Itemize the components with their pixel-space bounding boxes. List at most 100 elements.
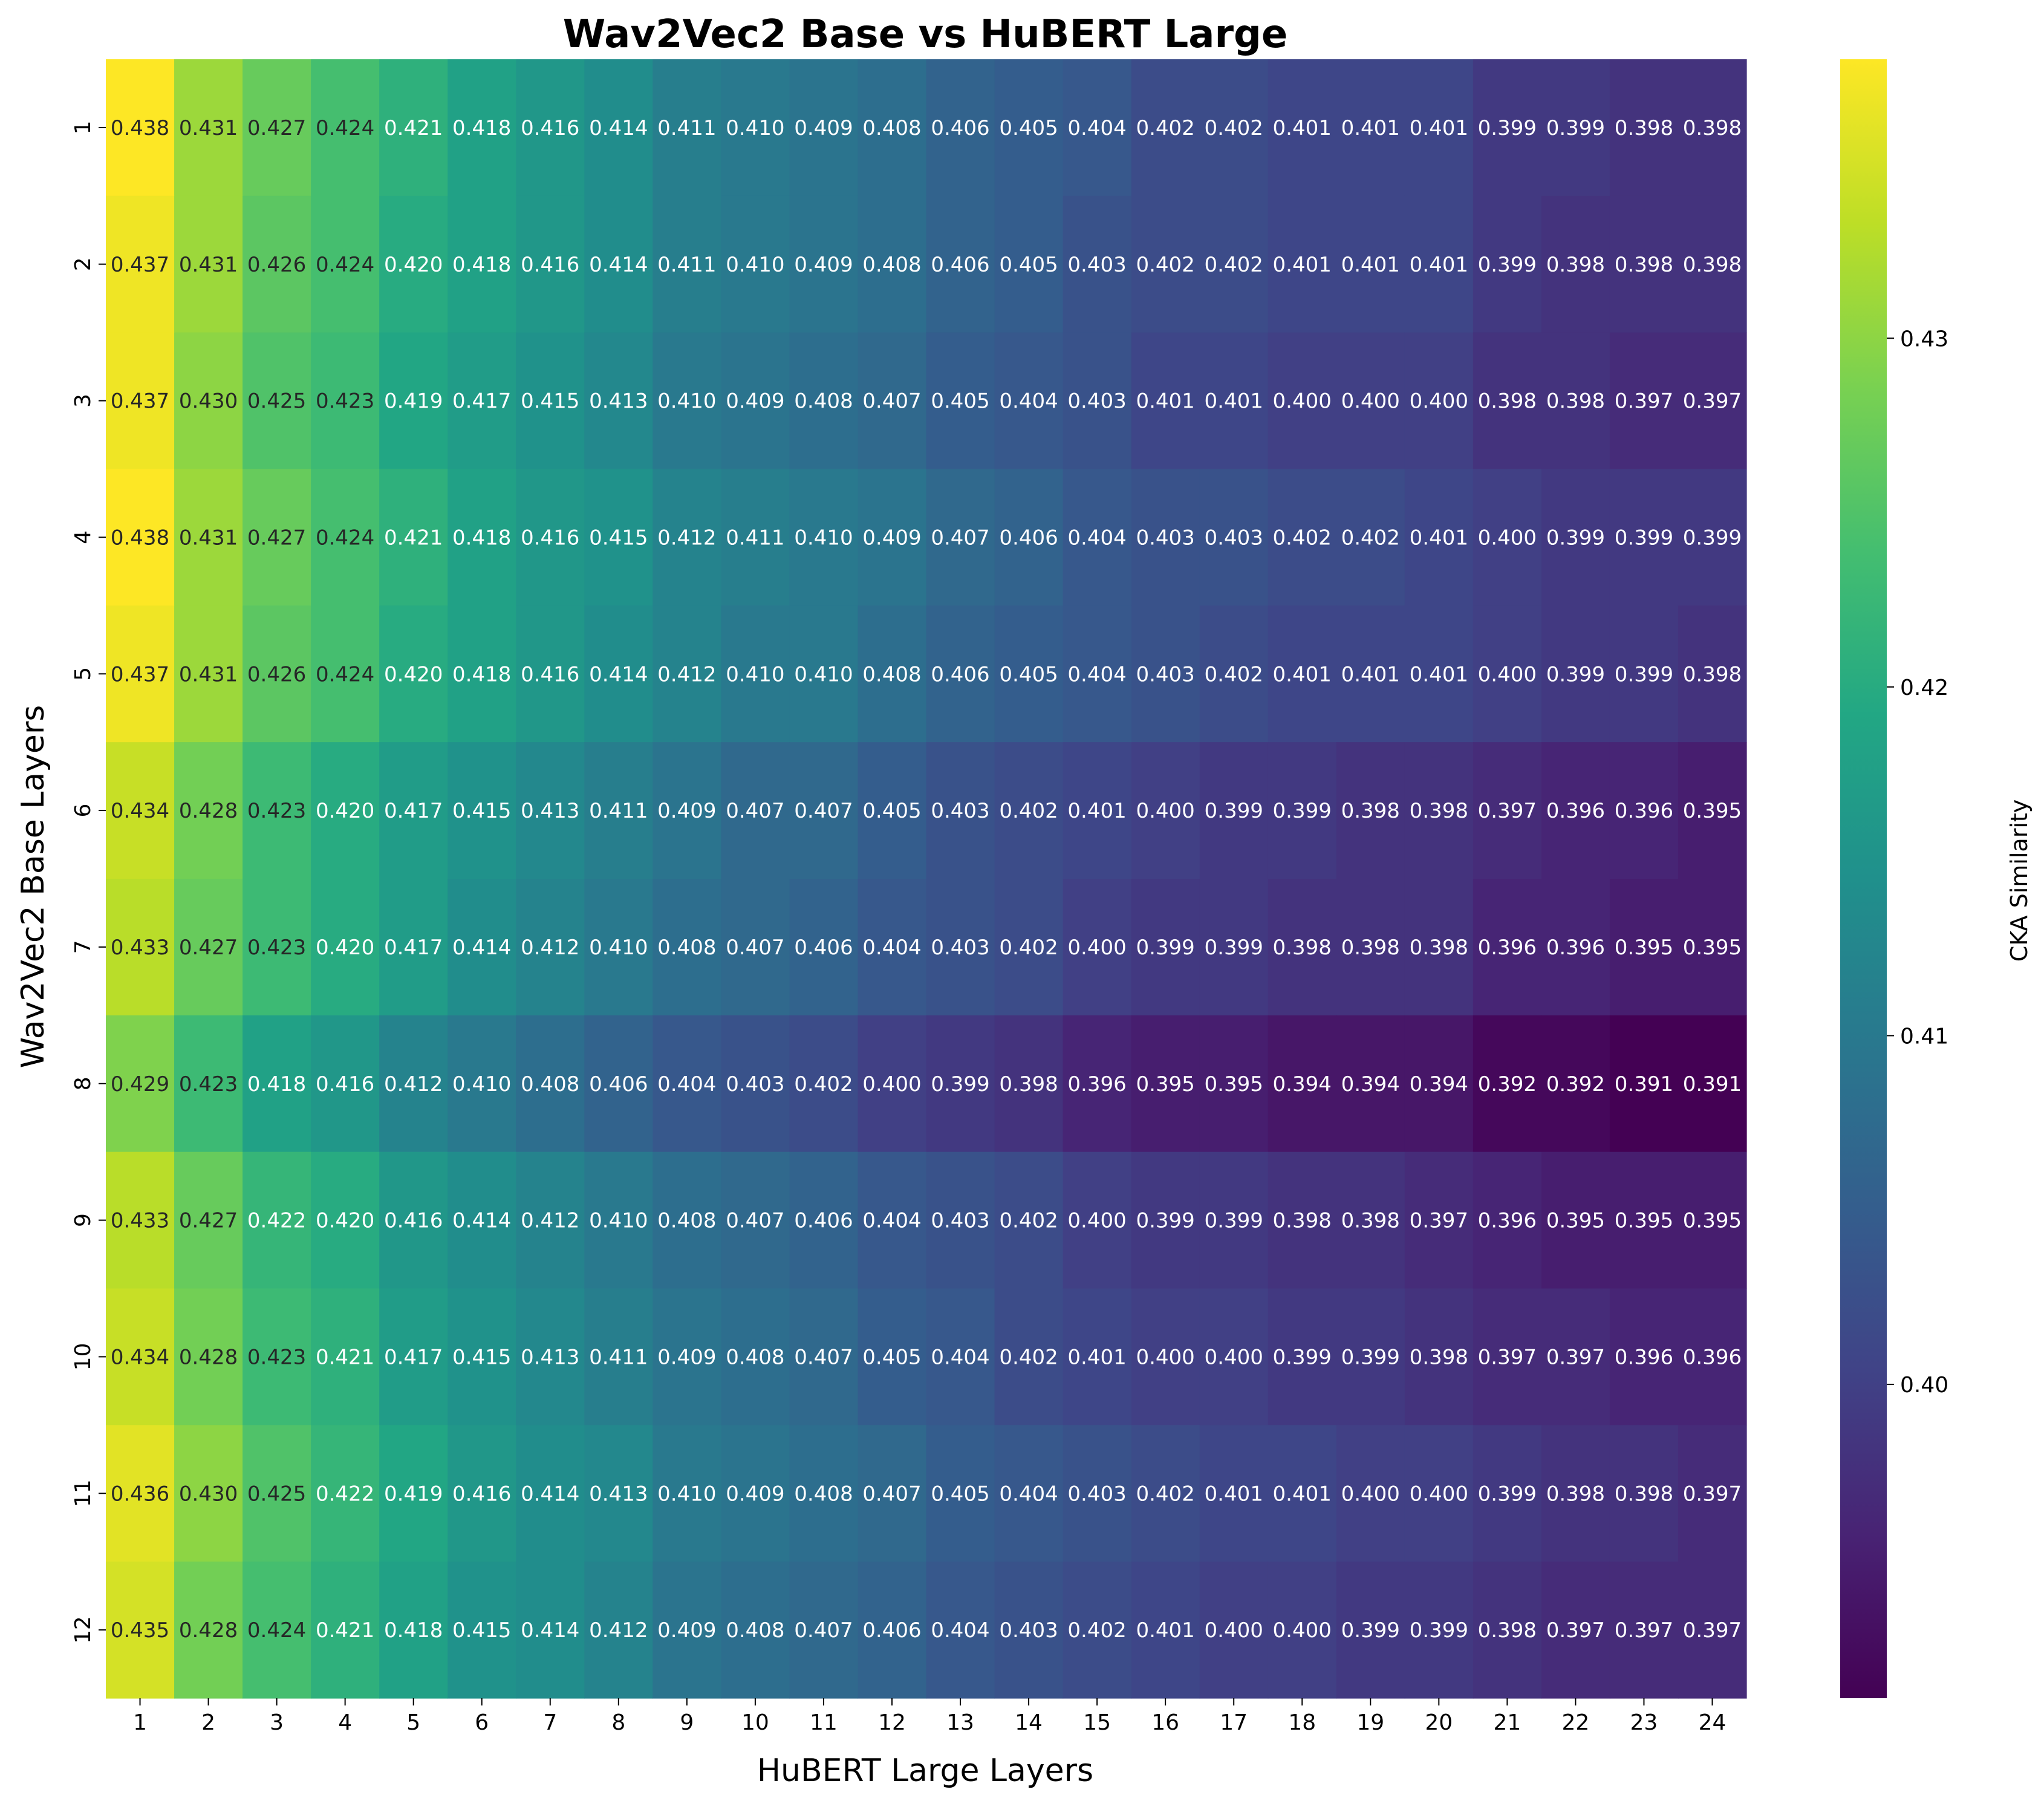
cell-value-label: 0.411 (657, 116, 716, 140)
heatmap-cell (448, 1151, 516, 1289)
cell-value-label: 0.428 (179, 799, 238, 823)
heatmap-cell (1268, 195, 1337, 333)
heatmap-cell (721, 1425, 790, 1562)
heatmap-cell (926, 59, 995, 197)
heatmap-cell (242, 469, 311, 606)
heatmap-cell (1541, 879, 1610, 1016)
heatmap-cell (789, 332, 859, 470)
heatmap-cell (311, 879, 380, 1016)
heatmap-cell (721, 605, 790, 743)
heatmap-cell (379, 469, 448, 606)
cell-value-label: 0.407 (794, 1618, 853, 1643)
x-tick-label: 23 (1630, 1710, 1658, 1735)
cell-value-label: 0.399 (1136, 936, 1194, 960)
heatmap-cell (789, 605, 859, 743)
cell-value-label: 0.414 (452, 936, 511, 960)
heatmap-cell (1473, 1151, 1542, 1289)
cell-value-label: 0.397 (1683, 1618, 1742, 1643)
heatmap-cell (1268, 59, 1337, 197)
cell-value-label: 0.395 (1205, 1072, 1263, 1096)
cell-value-label: 0.399 (1136, 1209, 1194, 1233)
heatmap-cell (721, 1562, 790, 1699)
cell-value-label: 0.411 (726, 526, 784, 550)
cell-value-label: 0.404 (657, 1072, 716, 1096)
heatmap-cell (653, 742, 721, 879)
cell-value-label: 0.422 (247, 1209, 306, 1233)
cell-value-label: 0.403 (999, 1618, 1058, 1643)
cell-value-label: 0.399 (1546, 526, 1605, 550)
heatmap-cell (379, 332, 448, 470)
heatmap-cell (1678, 195, 1747, 333)
y-tick-label: 7 (71, 940, 96, 954)
heatmap-cell (311, 59, 380, 197)
cell-value-label: 0.416 (521, 253, 579, 277)
heatmap-cell (1199, 59, 1269, 197)
cell-value-label: 0.415 (589, 526, 648, 550)
cell-value-label: 0.401 (1410, 662, 1468, 686)
cell-value-label: 0.405 (862, 799, 921, 823)
heatmap-cell (858, 742, 927, 879)
heatmap-cell (174, 195, 243, 333)
cell-value-label: 0.424 (316, 253, 374, 277)
heatmap-cell (1336, 332, 1405, 470)
x-tick-label: 1 (133, 1710, 147, 1735)
heatmap-cell (174, 742, 243, 879)
cell-value-label: 0.430 (179, 1482, 238, 1506)
heatmap-cell (653, 469, 721, 606)
cell-value-label: 0.401 (1273, 662, 1332, 686)
cell-value-label: 0.427 (247, 116, 306, 140)
cell-value-label: 0.417 (384, 936, 443, 960)
cell-value-label: 0.427 (179, 936, 238, 960)
heatmap-cell (448, 469, 516, 606)
heatmap-cell (311, 332, 380, 470)
cell-value-label: 0.418 (452, 662, 511, 686)
cell-value-label: 0.417 (452, 389, 511, 414)
heatmap-cell (1131, 742, 1200, 879)
heatmap-cell (653, 1151, 721, 1289)
heatmap-cell (242, 742, 311, 879)
heatmap-cell (1063, 605, 1132, 743)
x-tick-label: 9 (680, 1710, 694, 1735)
cell-value-label: 0.399 (1546, 662, 1605, 686)
heatmap-cell (994, 605, 1064, 743)
heatmap-cell (1336, 742, 1405, 879)
heatmap-cell (789, 469, 859, 606)
colorbar-label: CKA Similarity (2006, 800, 2033, 962)
heatmap-cell (1131, 332, 1200, 470)
heatmap-cell (1131, 59, 1200, 197)
cell-value-label: 0.399 (1546, 116, 1605, 140)
cell-value-label: 0.408 (862, 662, 921, 686)
cell-value-label: 0.431 (179, 253, 238, 277)
cell-value-label: 0.427 (179, 1209, 238, 1233)
x-tick-label: 5 (406, 1710, 420, 1735)
heatmap-cell (1131, 879, 1200, 1016)
heatmap-cell (1541, 59, 1610, 197)
cell-value-label: 0.426 (247, 662, 306, 686)
heatmap-cell (1473, 1288, 1542, 1425)
cell-value-label: 0.404 (1067, 116, 1126, 140)
cell-value-label: 0.424 (247, 1618, 306, 1643)
heatmap-cell (379, 1562, 448, 1699)
heatmap-cell (1678, 1288, 1747, 1425)
y-tick-label: 4 (71, 530, 96, 544)
heatmap-cell (242, 1288, 311, 1425)
cell-value-label: 0.411 (589, 1345, 648, 1369)
heatmap-cell (1541, 1425, 1610, 1562)
cell-value-label: 0.400 (1341, 1482, 1400, 1506)
cell-value-label: 0.402 (1136, 253, 1194, 277)
heatmap-cell (242, 1151, 311, 1289)
heatmap-cell (174, 332, 243, 470)
cell-value-label: 0.403 (1205, 526, 1263, 550)
cell-value-label: 0.416 (452, 1482, 511, 1506)
cell-value-label: 0.408 (862, 116, 921, 140)
cell-value-label: 0.395 (1683, 1209, 1742, 1233)
heatmap-cell (311, 1151, 380, 1289)
heatmap-cell (994, 1015, 1064, 1153)
cell-value-label: 0.395 (1136, 1072, 1194, 1096)
heatmap-cell (311, 1015, 380, 1153)
heatmap-cell (653, 1015, 721, 1153)
heatmap-cell (1473, 1015, 1542, 1153)
cell-value-label: 0.395 (1615, 1209, 1673, 1233)
heatmap-cell (1268, 1288, 1337, 1425)
cell-value-label: 0.397 (1615, 1618, 1673, 1643)
